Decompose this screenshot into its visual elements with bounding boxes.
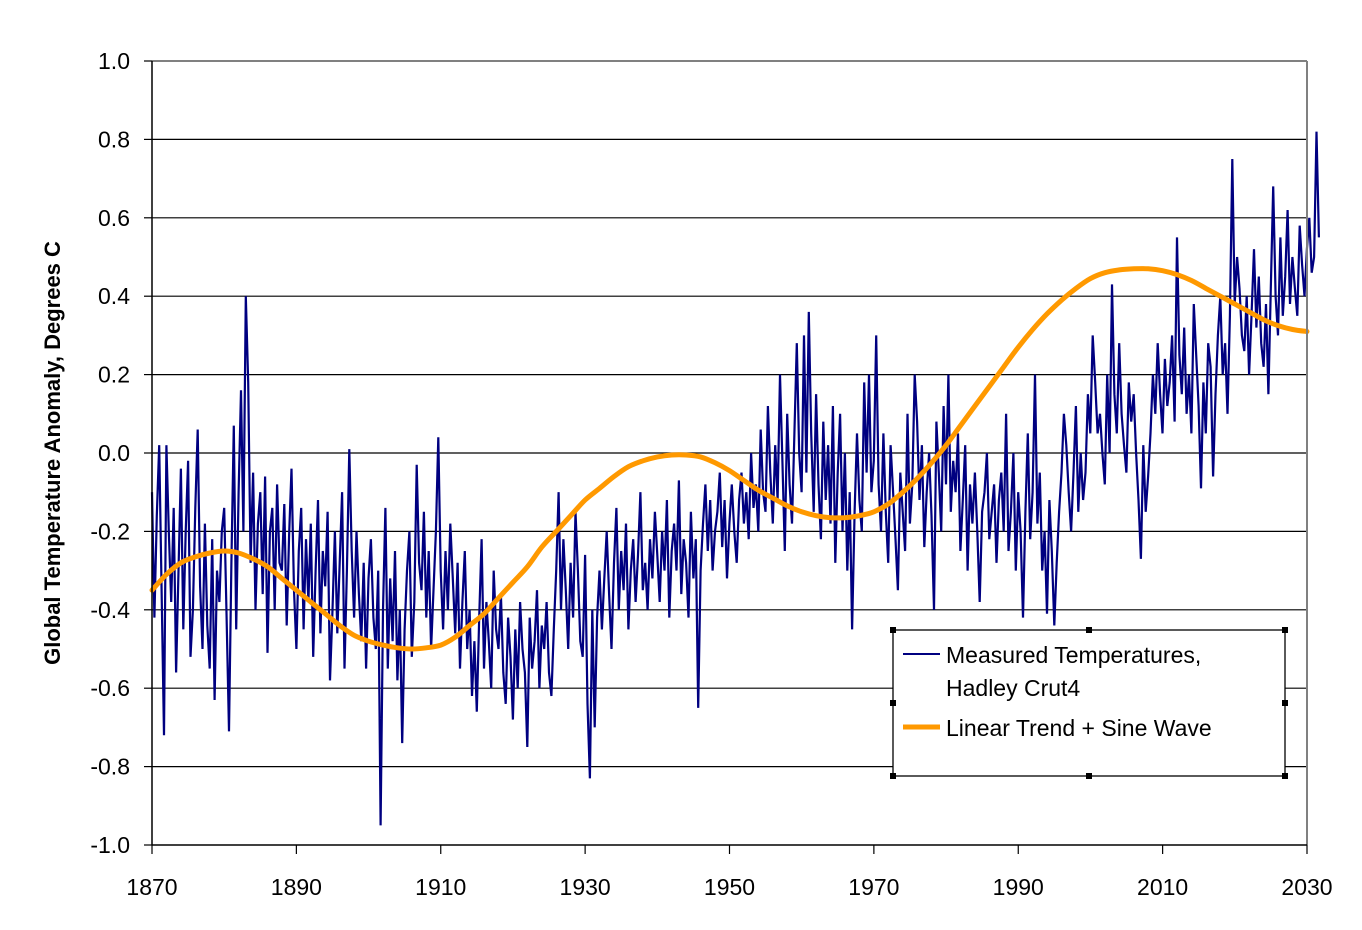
legend-resize-handle[interactable]	[1086, 627, 1092, 633]
legend-selection-handles[interactable]	[890, 627, 1288, 779]
legend[interactable]: Measured Temperatures, Hadley Crut4 Line…	[890, 627, 1288, 779]
y-tick-label: -0.4	[90, 597, 130, 623]
x-tick-label: 1990	[993, 874, 1044, 900]
legend-label-measured-line2: Hadley Crut4	[946, 675, 1080, 701]
x-tick-label: 2030	[1281, 874, 1332, 900]
series-measured-temperatures	[150, 131, 1320, 826]
y-tick-label: 0.6	[98, 205, 130, 231]
y-tick-label: 0.8	[98, 126, 130, 152]
y-tick-label: 0.4	[98, 283, 130, 309]
linear-trend-sine-line	[149, 266, 1310, 652]
y-tick-label: -0.6	[90, 675, 130, 701]
y-tick-label: -1.0	[90, 832, 130, 858]
series-linear-trend-sine	[149, 266, 1310, 652]
legend-resize-handle[interactable]	[1282, 773, 1288, 779]
x-tick-label: 1930	[560, 874, 611, 900]
y-tick-label: 0.0	[98, 440, 130, 466]
legend-resize-handle[interactable]	[890, 773, 896, 779]
legend-resize-handle[interactable]	[890, 700, 896, 706]
x-tick-label: 1870	[126, 874, 177, 900]
x-tick-label: 1890	[271, 874, 322, 900]
x-tick-label: 1950	[704, 874, 755, 900]
x-tick-label: 2010	[1137, 874, 1188, 900]
legend-resize-handle[interactable]	[1282, 700, 1288, 706]
y-tick-label: -0.2	[90, 518, 130, 544]
legend-label-measured-line1: Measured Temperatures,	[946, 642, 1201, 668]
legend-resize-handle[interactable]	[1086, 773, 1092, 779]
y-tick-label: 0.2	[98, 362, 130, 388]
y-tick-label: -0.8	[90, 754, 130, 780]
legend-resize-handle[interactable]	[1282, 627, 1288, 633]
y-tick-label: 1.0	[98, 48, 130, 74]
legend-resize-handle[interactable]	[890, 627, 896, 633]
y-axis-ticks: 1.0 0.8 0.6 0.4 0.2 0.0 -0.2 -0.4 -0.6 -0.8 -1.0	[90, 48, 152, 858]
measured-temperature-line	[150, 131, 1320, 826]
x-axis-ticks: 1870 1890 1910 1930 1950 1970 1990 2010 2030	[126, 845, 1333, 900]
legend-label-fit: Linear Trend + Sine Wave	[946, 715, 1212, 741]
y-axis-label: Global Temperature Anomaly, Degrees C	[40, 241, 65, 665]
x-tick-label: 1910	[415, 874, 466, 900]
x-tick-label: 1970	[848, 874, 899, 900]
